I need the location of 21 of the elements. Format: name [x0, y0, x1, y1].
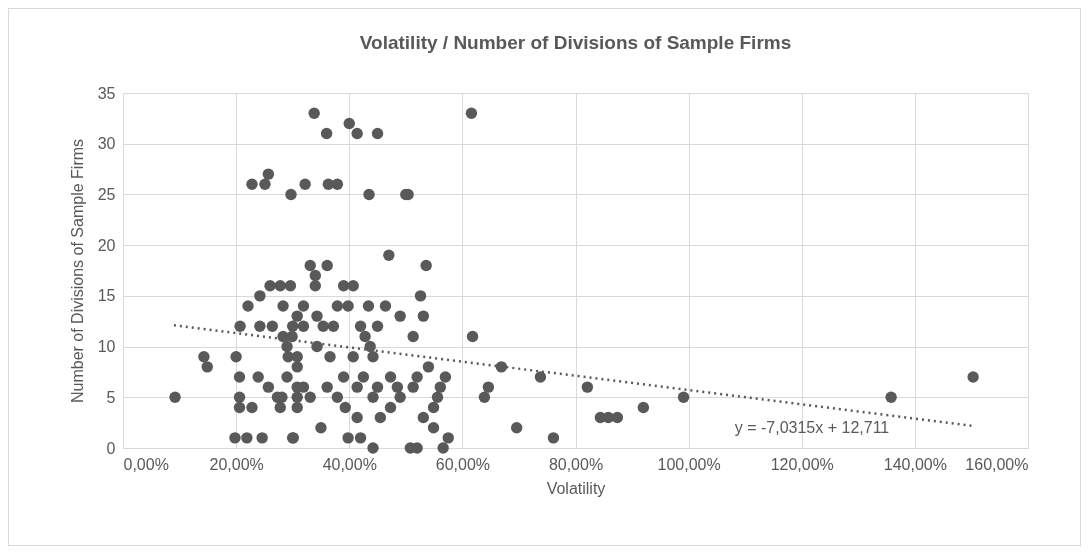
chart-title: Volatility / Number of Divisions of Sample Firms [359, 32, 792, 53]
y-tick-label: 5 [106, 388, 116, 406]
x-tick-label: 0,00% [123, 455, 169, 473]
y-tick-label: 15 [97, 287, 116, 305]
x-tick-label: 40,00% [322, 455, 377, 473]
y-tick-label: 0 [106, 439, 116, 457]
x-tick-label: 120,00% [770, 455, 834, 473]
x-tick-label: 100,00% [657, 455, 721, 473]
x-axis-title: Volatility [546, 479, 606, 497]
x-tick-label: 160,00% [965, 455, 1029, 473]
y-tick-label: 30 [97, 135, 116, 153]
y-tick-label: 35 [97, 84, 116, 102]
y-axis-title: Number of Divisions of Sample Firms [68, 138, 86, 404]
x-tick-label: 60,00% [435, 455, 491, 473]
x-tick-label: 80,00% [548, 455, 604, 473]
y-tick-label: 20 [97, 236, 116, 254]
y-tick-label: 25 [97, 185, 116, 203]
x-tick-label: 20,00% [209, 455, 264, 473]
y-tick-label: 10 [97, 338, 116, 356]
annotation: y = -7,0315x + 12,711 [734, 419, 890, 436]
x-tick-label: 140,00% [883, 455, 947, 473]
